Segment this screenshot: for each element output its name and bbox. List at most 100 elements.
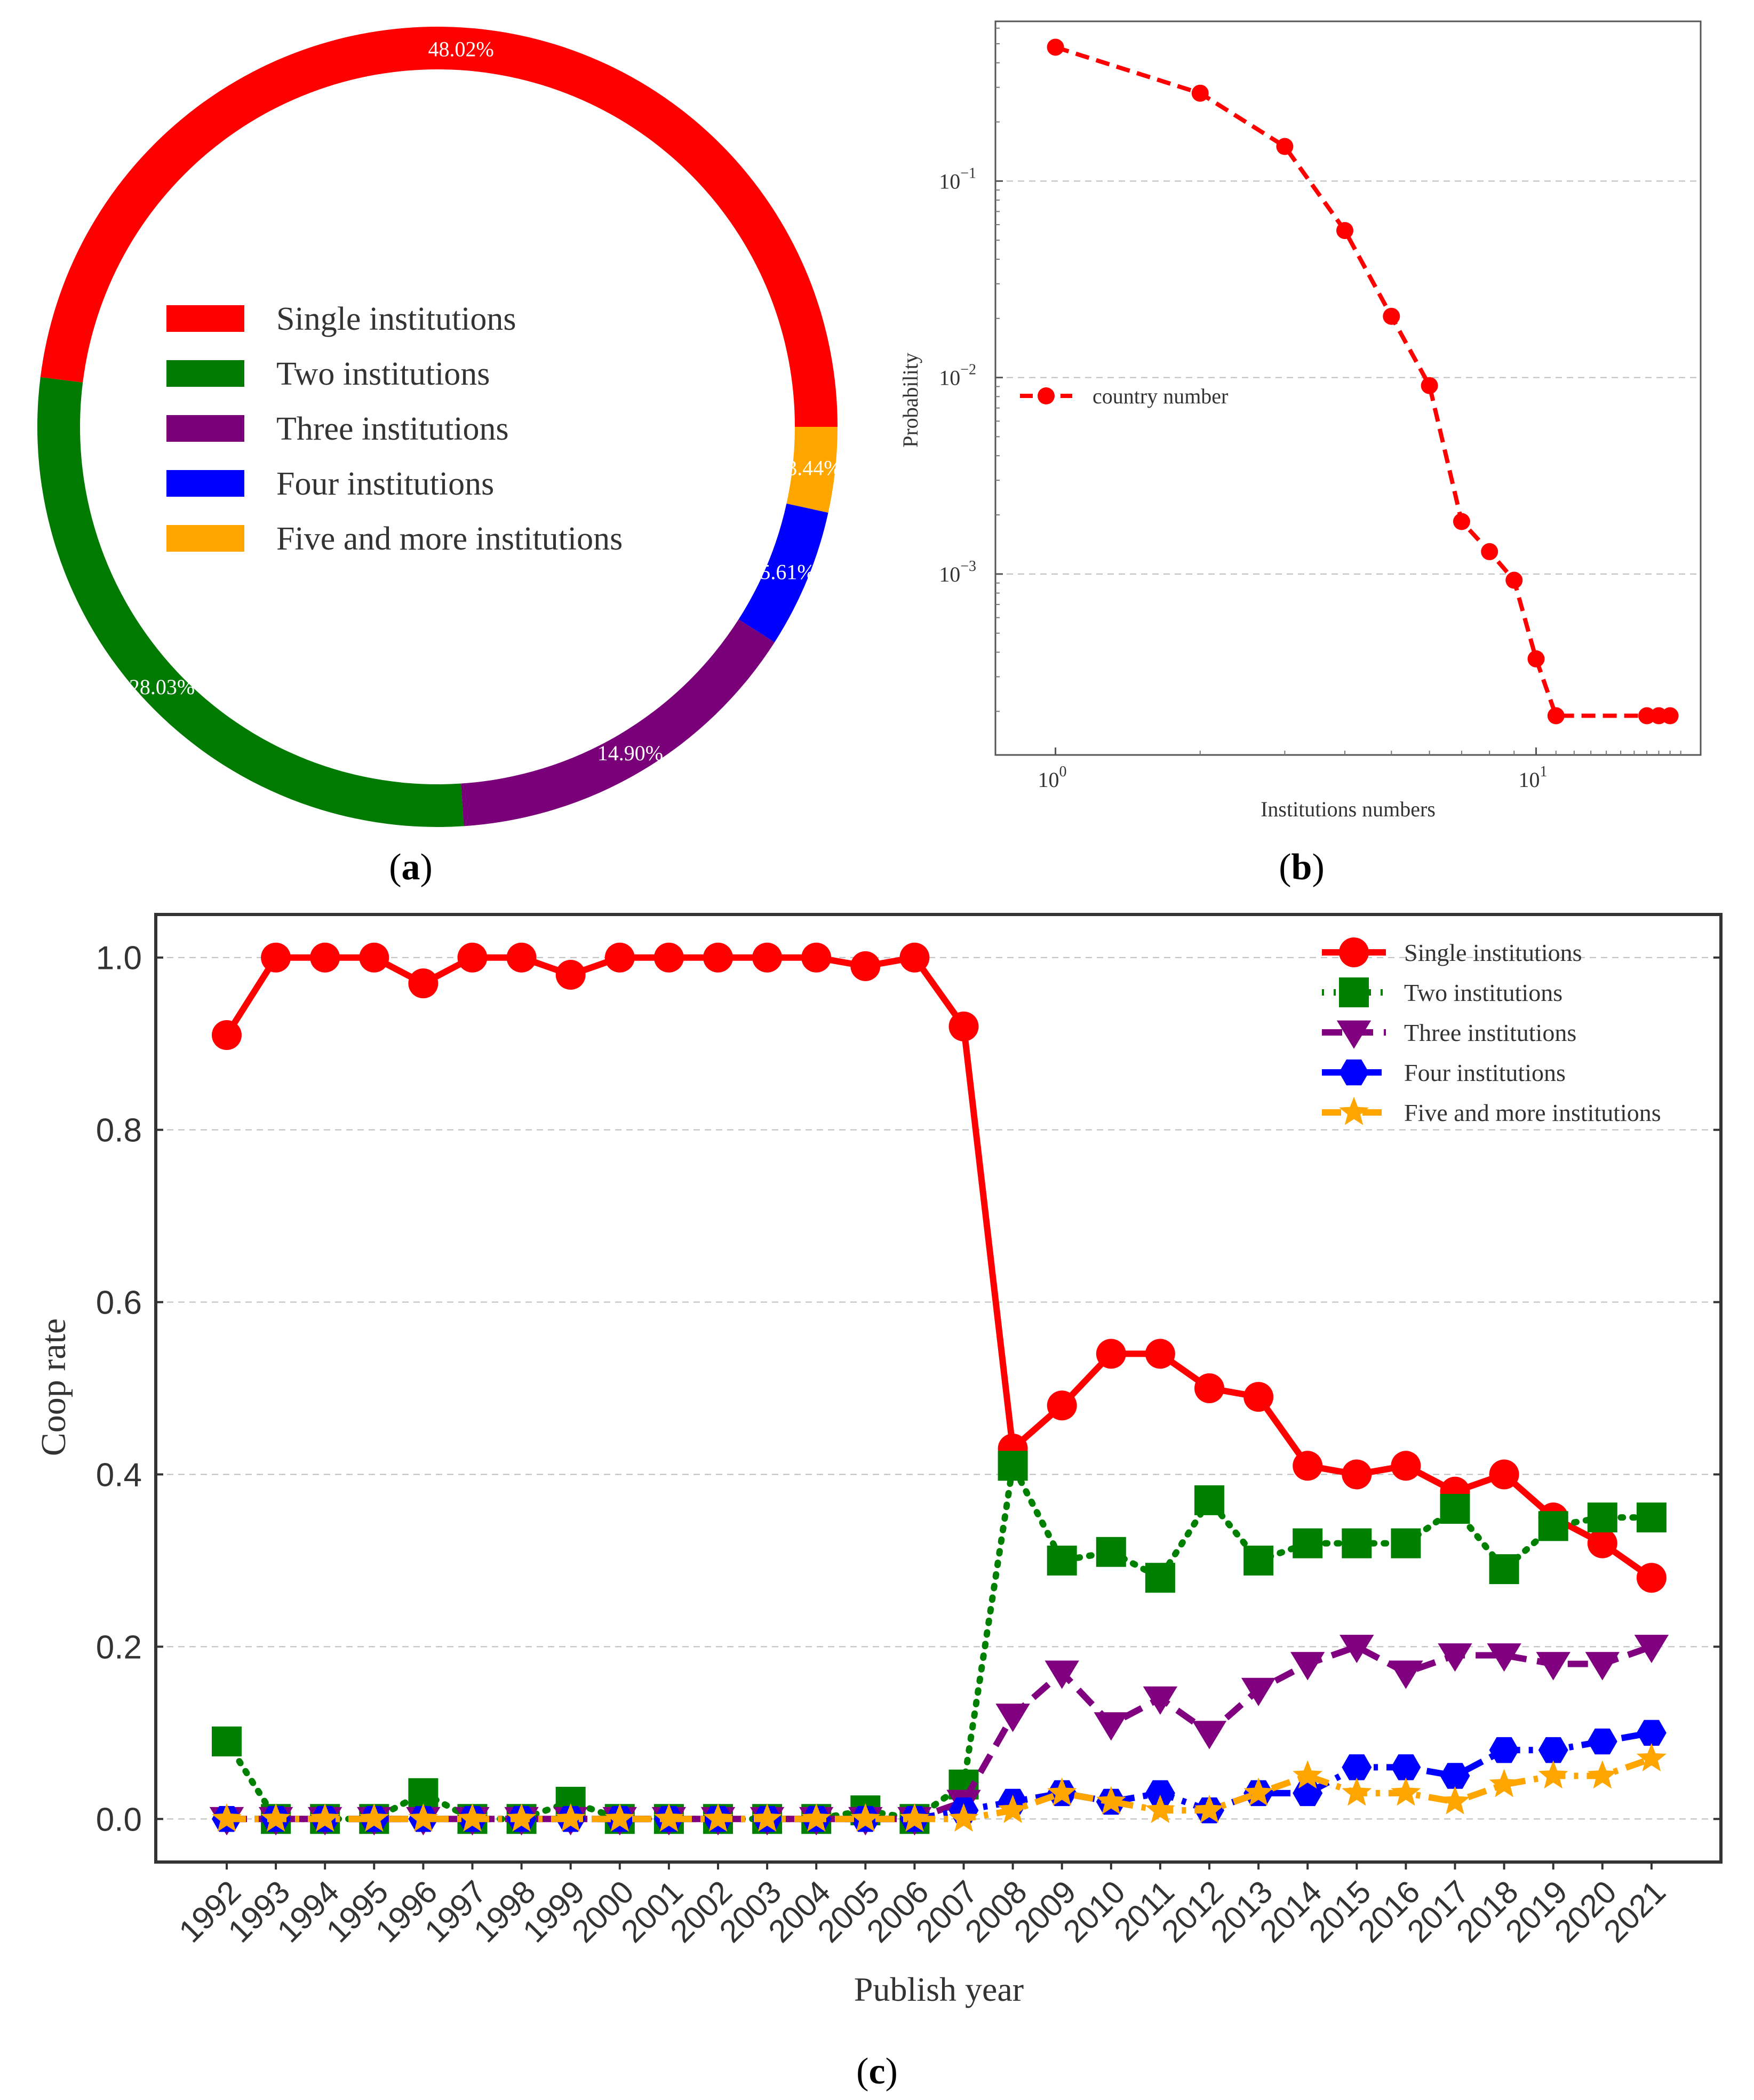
b-xtick-base-1: 10: [1038, 768, 1059, 792]
c-point-5-6: [457, 1803, 488, 1832]
c-ytick-label-6: 1.0: [96, 940, 142, 977]
c-point-5-13: [801, 1803, 832, 1832]
c-point-1-18: [1047, 1390, 1077, 1421]
panel-label-b: (b): [1279, 847, 1325, 888]
c-ytick-label-3: 0.4: [96, 1457, 142, 1493]
c-point-2-28: [1538, 1511, 1568, 1541]
c-point-5-23: [1293, 1760, 1323, 1789]
c-series-1: [212, 942, 1667, 1593]
c-point-1-4: [359, 942, 389, 973]
c-point-1-22: [1243, 1382, 1274, 1412]
c-point-1-10: [653, 942, 684, 973]
donut-legend-label-5: Five and more institutions: [276, 521, 623, 557]
c-legend-label-2: Two institutions: [1404, 979, 1562, 1006]
c-point-5-5: [408, 1803, 439, 1832]
c-point-3-19: [1094, 1712, 1128, 1741]
c-point-2-1: [212, 1726, 242, 1756]
c-point-5-24: [1342, 1777, 1372, 1806]
donut-legend-label-4: Four institutions: [276, 466, 494, 502]
c-point-5-1: [212, 1803, 242, 1832]
c-point-2-20: [1145, 1563, 1175, 1593]
c-point-3-29: [1585, 1652, 1620, 1681]
c-point-3-22: [1241, 1677, 1276, 1706]
donut-slice-label-4: 5.61%: [760, 560, 815, 584]
donut-slice-label-5: 3.44%: [786, 456, 841, 480]
b-series-line-1: [1055, 45, 1670, 718]
c-ytick-label-2: 0.2: [96, 1629, 142, 1666]
b-point-8: [1481, 543, 1498, 560]
c-point-2-25: [1391, 1528, 1421, 1558]
c-point-1-1: [212, 1020, 242, 1051]
c-legend-marker-2: [1339, 977, 1369, 1007]
c-point-2-5: [408, 1778, 439, 1808]
b-ytick-exp-1: −1: [960, 165, 976, 181]
c-point-2-19: [1096, 1537, 1126, 1567]
c-point-5-28: [1538, 1760, 1568, 1789]
c-point-4-30: [1636, 1720, 1667, 1746]
c-legend-label-5: Five and more institutions: [1404, 1099, 1661, 1126]
c-point-1-23: [1293, 1451, 1323, 1481]
b-point-7: [1453, 513, 1470, 530]
c-point-5-10: [653, 1803, 684, 1832]
c-point-5-11: [703, 1803, 733, 1832]
c-point-1-19: [1096, 1339, 1126, 1369]
c-legend-marker-1: [1339, 937, 1369, 967]
donut-legend-swatch-1: [166, 305, 244, 332]
c-legend-label-1: Single institutions: [1404, 939, 1582, 966]
c-point-3-26: [1438, 1643, 1472, 1672]
c-point-3-23: [1290, 1652, 1325, 1681]
c-point-5-18: [1047, 1777, 1077, 1806]
b-xtick-label-1: 100: [1038, 763, 1067, 792]
donut-slice-2: [37, 377, 464, 827]
c-point-1-14: [850, 951, 881, 981]
c-point-5-2: [261, 1803, 291, 1832]
b-xtick-base-2: 10: [1518, 768, 1540, 792]
c-point-3-17: [995, 1704, 1030, 1732]
c-point-1-7: [506, 942, 537, 973]
b-ytick-exp-3: −3: [960, 558, 976, 575]
donut-legend-swatch-2: [166, 360, 244, 387]
c-point-1-21: [1194, 1373, 1224, 1403]
c-point-5-4: [359, 1803, 389, 1832]
c-point-1-8: [555, 960, 586, 990]
c-point-5-12: [752, 1803, 783, 1832]
b-point-10: [1527, 650, 1545, 667]
c-ytick-label-5: 0.8: [96, 1112, 142, 1149]
c-point-1-15: [899, 942, 930, 973]
c-point-2-21: [1194, 1485, 1224, 1515]
c-x-axis-label: Publish year: [854, 1970, 1024, 2008]
c-point-2-17: [998, 1451, 1028, 1481]
donut-slice-label-2: 28.03%: [129, 675, 195, 699]
c-point-3-20: [1143, 1686, 1178, 1715]
donut-slice-label-3: 14.90%: [597, 741, 663, 765]
c-point-1-27: [1489, 1459, 1519, 1490]
c-point-4-25: [1391, 1754, 1421, 1780]
b-ytick-exp-2: −2: [960, 362, 976, 378]
b-point-3: [1276, 138, 1294, 155]
c-point-3-28: [1536, 1652, 1570, 1681]
b-point-4: [1336, 222, 1353, 240]
b-ytick-base-2: 10: [939, 366, 960, 390]
c-point-1-11: [703, 942, 733, 973]
c-point-3-27: [1487, 1643, 1521, 1672]
c-point-1-5: [408, 968, 439, 999]
c-point-2-27: [1489, 1554, 1519, 1585]
c-point-2-29: [1587, 1502, 1617, 1533]
c-series-line-3: [227, 1643, 1653, 1823]
c-point-5-20: [1145, 1794, 1175, 1823]
donut-legend-swatch-3: [166, 415, 244, 442]
b-x-axis-label: Institutions numbers: [1261, 797, 1436, 821]
b-point-11: [1547, 707, 1565, 725]
donut-slice-1: [40, 27, 838, 427]
c-point-1-2: [261, 942, 291, 973]
c-point-4-27: [1489, 1737, 1519, 1763]
c-point-5-15: [899, 1803, 930, 1832]
c-point-5-3: [310, 1803, 340, 1832]
b-ytick-label-2: 10−2: [939, 362, 976, 390]
c-point-1-24: [1342, 1459, 1372, 1490]
c-point-5-19: [1096, 1786, 1126, 1815]
c-point-5-14: [850, 1803, 881, 1832]
b-point-2: [1191, 84, 1209, 102]
panel-label-c: (c): [856, 2051, 898, 2092]
c-point-1-29: [1587, 1528, 1617, 1558]
